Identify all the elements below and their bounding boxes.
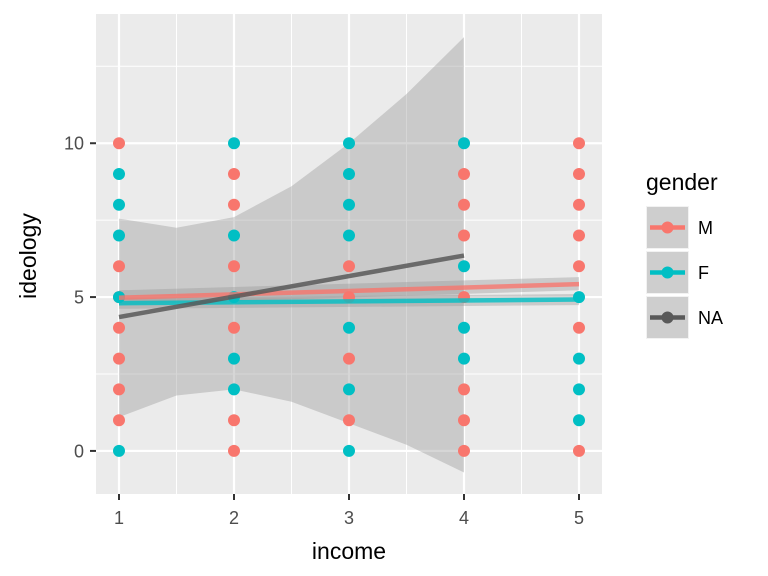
legend-key-point-na [661,311,674,324]
y-axis: 0 5 10 [64,134,96,461]
data-point-m [228,321,240,334]
data-point-f [228,137,240,150]
data-point-m [573,321,585,334]
data-point-m [343,260,355,273]
fit-line-m [118,281,580,300]
data-point-f [113,444,125,457]
data-point-f [343,137,355,150]
data-point-m [228,168,240,180]
data-point-f [458,260,470,273]
data-point-m [113,260,125,273]
y-tick-label: 5 [74,288,84,308]
data-point-m [458,414,470,427]
legend-label-na: NA [698,308,723,328]
x-tick-label: 5 [574,508,584,528]
data-point-f [458,352,470,365]
x-axis-title: income [312,538,386,564]
data-point-f [228,383,240,396]
data-point-m [458,229,470,242]
x-axis: 1 2 3 4 5 [114,494,584,528]
data-point-m [113,383,125,396]
data-point-f [343,168,355,180]
legend-keys: M F NA [646,206,723,339]
data-point-f [228,229,240,242]
x-tick-label: 1 [114,508,124,528]
fit-lines [118,253,580,320]
data-point-m [343,414,355,427]
data-point-m [343,352,355,365]
x-tick-label: 3 [344,508,354,528]
data-point-f [343,383,355,396]
data-points [113,137,585,457]
data-point-m [573,229,585,242]
data-point-f [458,321,470,334]
x-tick-label: 2 [229,508,239,528]
data-point-m [113,321,125,334]
y-tick-label: 10 [64,134,84,154]
y-axis-title: ideology [15,213,41,299]
data-point-m [573,168,585,180]
legend-key-point-f [661,266,674,279]
data-point-f [113,229,125,242]
data-point-m [573,260,585,273]
data-point-m [228,260,240,273]
data-point-m [458,198,470,211]
y-tick-label: 0 [74,441,84,461]
data-point-m [458,383,470,396]
data-point-f [343,229,355,242]
data-point-f [573,414,585,427]
confidence-band-na [119,37,464,473]
legend: gender M F NA [646,169,723,339]
data-point-f [228,352,240,365]
data-point-m [113,352,125,365]
data-point-m [228,198,240,211]
x-tick-label: 4 [459,508,469,528]
major-gridlines [96,14,602,494]
data-point-m [573,198,585,211]
data-point-m [113,414,125,427]
legend-label-m: M [698,218,713,238]
data-point-m [458,444,470,457]
legend-label-f: F [698,263,709,283]
legend-title: gender [646,169,718,195]
data-point-f [113,198,125,211]
data-point-f [113,168,125,180]
data-point-f [343,321,355,334]
data-point-m [458,168,470,180]
data-point-m [228,444,240,457]
data-point-f [458,137,470,150]
data-point-m [573,137,585,150]
data-point-f [343,444,355,457]
data-point-f [573,352,585,365]
legend-key-point-m [661,221,674,234]
fit-line-na [118,253,465,320]
data-point-m [113,137,125,150]
data-point-f [573,383,585,396]
data-point-m [573,444,585,457]
data-point-f [343,198,355,211]
data-point-m [228,414,240,427]
